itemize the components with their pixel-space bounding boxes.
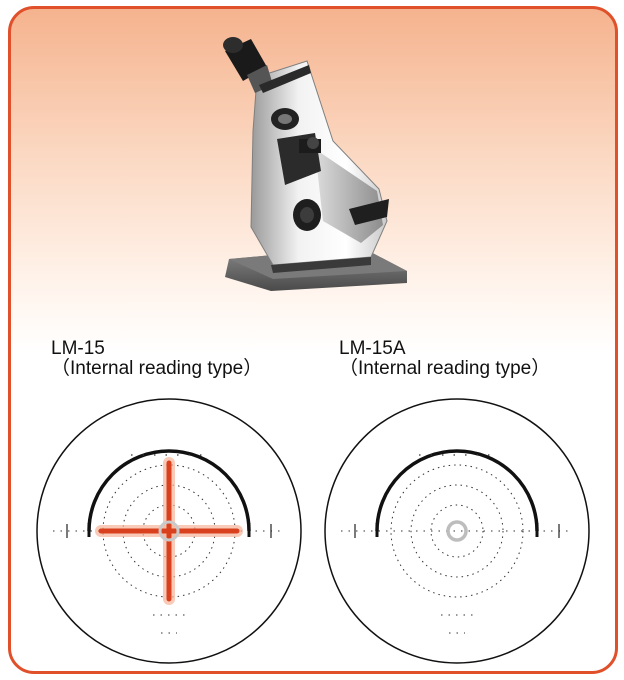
model-name: LM-15 <box>51 338 105 359</box>
model-type: （Internal reading type） <box>51 358 263 379</box>
reticle-with-crosshair-icon <box>36 398 302 664</box>
model-name: LM-15A <box>339 338 406 359</box>
model-type: （Internal reading type） <box>339 358 551 379</box>
model-label-lm-15: LM-15 （Internal reading type） <box>51 339 262 379</box>
lensmeter-device-image <box>223 37 407 291</box>
reticle-with-center-ring-icon <box>324 398 590 664</box>
model-label-lm-15a: LM-15A （Internal reading type） <box>339 339 550 379</box>
product-card: LM-15 （Internal reading type） LM-15A （In… <box>8 6 618 674</box>
